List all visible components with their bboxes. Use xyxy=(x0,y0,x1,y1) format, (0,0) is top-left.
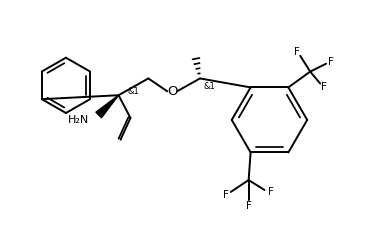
Text: H₂N: H₂N xyxy=(67,115,89,125)
Text: F: F xyxy=(294,47,300,57)
Text: F: F xyxy=(321,82,327,92)
Text: &1: &1 xyxy=(127,87,139,96)
Text: F: F xyxy=(328,57,334,67)
Text: F: F xyxy=(267,187,273,197)
Text: F: F xyxy=(246,201,252,211)
Text: O: O xyxy=(167,85,178,98)
Text: &1: &1 xyxy=(204,82,216,91)
Polygon shape xyxy=(96,95,118,118)
Text: F: F xyxy=(223,190,229,200)
